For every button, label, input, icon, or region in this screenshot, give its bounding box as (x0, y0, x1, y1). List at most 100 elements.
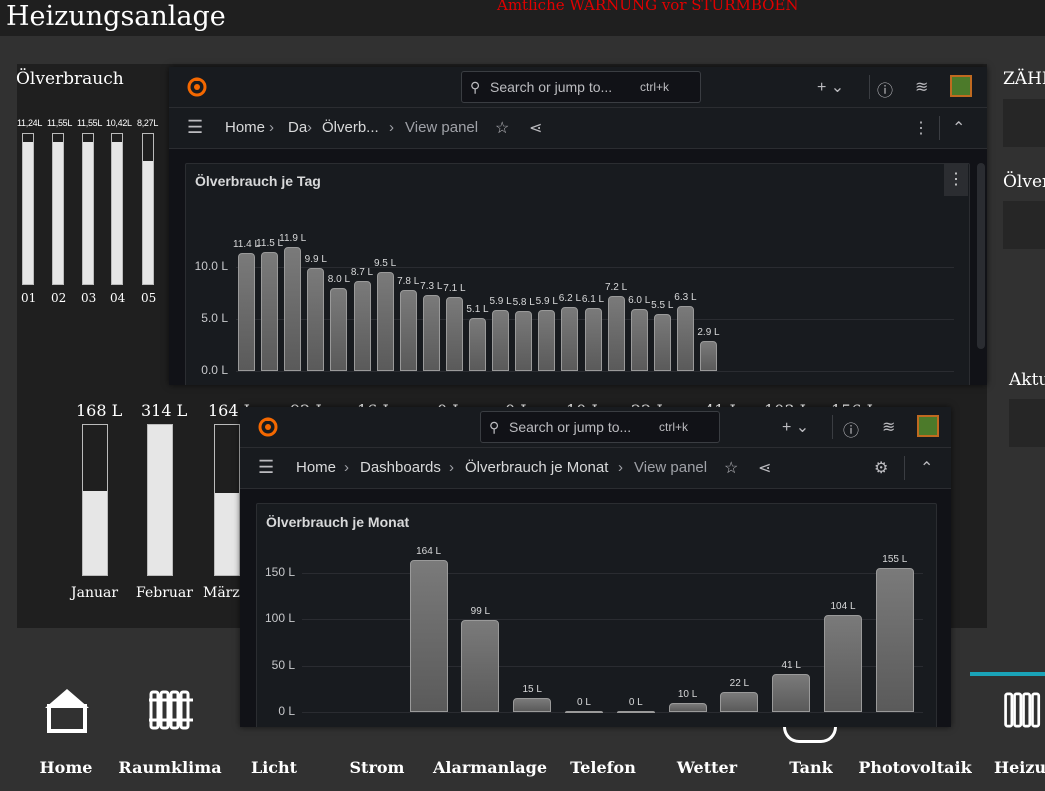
gear-icon[interactable]: ⚙ (874, 460, 889, 477)
month-bar (461, 619, 500, 712)
breadcrumb-dashboard[interactable]: Ölverb... (322, 119, 379, 136)
grafana-topbar: ⚲ Search or jump to... ctrl+k + ⌄ ⓘ ≋ (240, 407, 951, 448)
zaehler-label: ZÄHL (1003, 69, 1045, 89)
home-icon[interactable] (42, 686, 92, 738)
help-icon[interactable]: ⓘ (843, 423, 860, 440)
month-bar-fill (215, 492, 239, 575)
nav-item-heizun[interactable]: Heizun (994, 758, 1045, 777)
help-icon[interactable]: ⓘ (877, 83, 894, 100)
day-bar (284, 247, 302, 371)
share-icon[interactable]: ⋖ (529, 120, 543, 137)
day-bar-fill (23, 141, 33, 284)
day-value-label: 10,42L (106, 118, 132, 128)
bar-value-label: 22 L (729, 677, 750, 689)
aktuell-card[interactable] (1009, 399, 1045, 447)
star-icon[interactable]: ☆ (724, 460, 739, 477)
panel-menu-icon[interactable]: ⋮ (944, 164, 968, 196)
heizung-radiator-icon[interactable] (1002, 686, 1045, 738)
day-label: 02 (51, 291, 67, 305)
nav-item-alarmanlage[interactable]: Alarmanlage (432, 758, 548, 777)
menu-icon[interactable]: ☰ (258, 457, 275, 477)
day-bar (238, 252, 255, 371)
more-icon[interactable]: ⋮ (913, 120, 929, 137)
star-icon[interactable]: ☆ (495, 120, 510, 137)
month-bar-fill (83, 491, 107, 575)
grafana-topbar: ⚲ Search or jump to... ctrl+k + ⌄ ⓘ ≋ (169, 67, 987, 108)
y-tick-label: 5.0 L (201, 311, 228, 326)
nav-item-strom[interactable]: Strom (349, 758, 405, 777)
y-tick-label: 100 L (264, 611, 295, 626)
breadcrumb-home[interactable]: Home (296, 459, 337, 476)
tank-icon[interactable] (783, 727, 837, 743)
add-icon[interactable]: + ⌄ (817, 79, 845, 96)
nav-item-wetter[interactable]: Wetter (676, 758, 738, 777)
month-bar (720, 691, 759, 712)
breadcrumb: ☰ Home › Da › Ölverb... › View panel ☆ ⋖… (169, 108, 987, 149)
breadcrumb-dashboards[interactable]: Dashboards (360, 459, 441, 476)
breadcrumb-dashboard[interactable]: Ölverbrauch je Monat (465, 459, 609, 476)
nav-item-raumklima[interactable]: Raumklima (118, 758, 222, 777)
day-bar-fill (53, 141, 63, 284)
bar-value-label: 0 L (577, 697, 591, 708)
grafana-window-day: ⚲ Search or jump to... ctrl+k + ⌄ ⓘ ≋ ☰ … (169, 67, 987, 385)
day-bar (561, 306, 579, 371)
share-icon[interactable]: ⋖ (758, 460, 772, 477)
breadcrumb-dashboards[interactable]: Da (288, 119, 308, 136)
scrollbar[interactable] (977, 163, 985, 349)
bar-value-label: 6.3 L (674, 291, 697, 303)
zaehler-card[interactable] (1003, 99, 1045, 147)
month-value-label: 168 L (76, 401, 123, 420)
day-value-label: 11,24L (17, 118, 43, 128)
search-input[interactable]: ⚲ Search or jump to... ctrl+k (480, 411, 720, 443)
day-bar (82, 133, 94, 285)
panel-title: Ölverbrauch je Tag (195, 173, 321, 189)
search-placeholder: Search or jump to... (509, 419, 632, 435)
oelver-label: Ölver (1003, 172, 1045, 192)
chevron-up-icon[interactable]: ⌃ (952, 120, 966, 137)
day-bar (422, 295, 440, 371)
day-bar (307, 268, 325, 371)
rss-icon[interactable]: ≋ (915, 79, 929, 96)
day-bar (584, 307, 602, 371)
add-icon[interactable]: + ⌄ (782, 419, 810, 436)
breadcrumb-sep: › (618, 459, 623, 476)
month-label: Januar (71, 585, 119, 601)
nav-item-photovoltaik[interactable]: Photovoltaik (858, 758, 972, 777)
grafana-logo-icon[interactable] (256, 415, 280, 444)
bar-value-label: 9.5 L (373, 258, 397, 270)
day-bar (261, 251, 279, 371)
grid-line (302, 665, 923, 667)
avatar[interactable] (950, 75, 972, 97)
radiator-icon[interactable] (147, 686, 195, 738)
avatar[interactable] (917, 415, 939, 437)
bar-value-label: 155 L (882, 553, 908, 565)
bar-value-label: 11.9 L (279, 233, 307, 245)
nav-item-tank[interactable]: Tank (789, 758, 833, 777)
y-tick-label: 150 L (264, 564, 295, 579)
day-bar (630, 308, 648, 371)
grafana-logo-icon[interactable] (185, 75, 209, 104)
y-tick-label: 10.0 L (194, 259, 228, 274)
grid-line (302, 619, 923, 621)
nav-item-telefon[interactable]: Telefon (570, 758, 636, 777)
nav-item-licht[interactable]: Licht (250, 758, 298, 777)
breadcrumb-sep: › (307, 119, 312, 136)
bar-value-label: 6.0 L (628, 294, 651, 306)
bar-value-label: 11.4 L (232, 238, 261, 250)
oelver-card[interactable] (1003, 201, 1045, 249)
menu-icon[interactable]: ☰ (187, 117, 204, 137)
breadcrumb: ☰ Home › Dashboards › Ölverbrauch je Mon… (240, 448, 951, 489)
search-input[interactable]: ⚲ Search or jump to... ctrl+k (461, 71, 701, 103)
breadcrumb-home[interactable]: Home (225, 119, 266, 136)
rss-icon[interactable]: ≋ (882, 419, 896, 436)
chevron-up-icon[interactable]: ⌃ (920, 460, 934, 477)
month-label: Februar (136, 585, 193, 601)
bar-value-label: 6.2 L (558, 292, 582, 304)
bar-value-label: 5.9 L (489, 295, 512, 307)
y-tick-label: 0.0 L (201, 363, 228, 377)
storm-warning[interactable]: Amtliche WARNUNG vor STURMBÖEN (497, 0, 799, 14)
grid-line (236, 267, 954, 269)
search-placeholder: Search or jump to... (490, 79, 613, 95)
month-bar (668, 702, 707, 712)
nav-item-home[interactable]: Home (39, 758, 93, 777)
